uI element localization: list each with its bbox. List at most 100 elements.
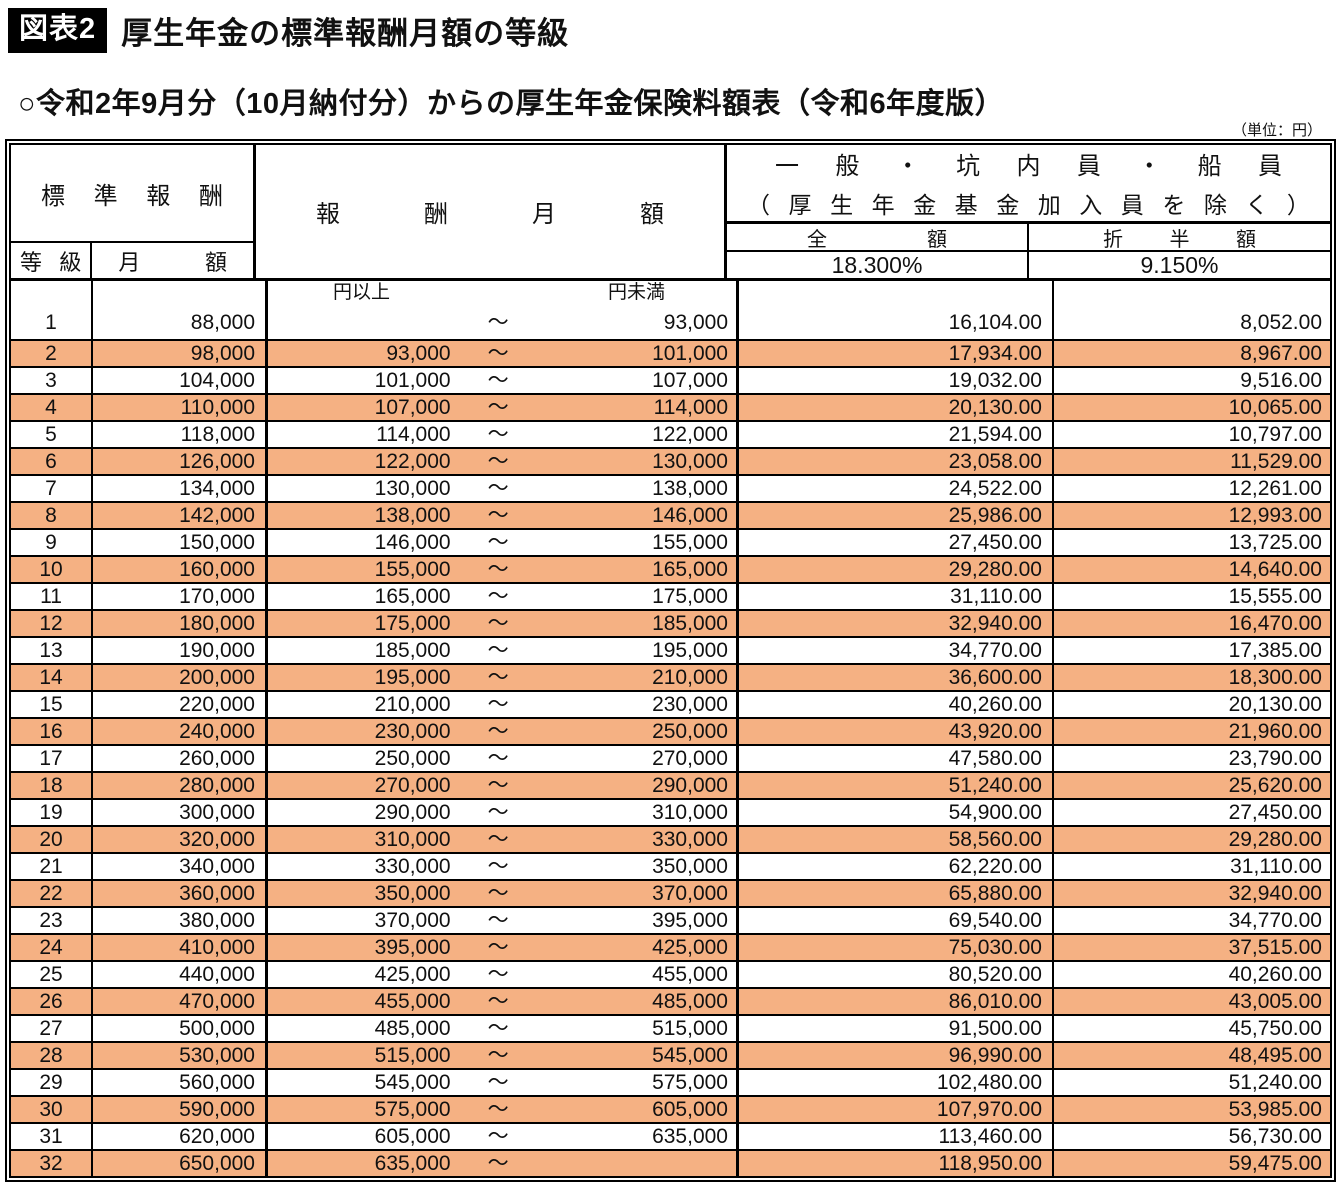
grade-cell: 5	[45, 423, 57, 446]
range-max-cell: 370,000	[652, 882, 728, 905]
grade-cell: 18	[39, 774, 63, 797]
remuneration-range-cell: 130,000 ～ 138,000	[265, 476, 736, 501]
table-row: 32 650,000 635,000 ～ 118,950.00 59,475.0…	[11, 1149, 1330, 1176]
remuneration-range-cell: 350,000 ～ 370,000	[265, 881, 736, 906]
table-rows: 2 98,000 93,000 ～ 101,000 17,934.00 8,96…	[11, 339, 1330, 1176]
table-row: 23 380,000 370,000 ～ 395,000 69,540.00 3…	[11, 906, 1330, 933]
half-amount-cell: 21,960.00	[1052, 719, 1330, 744]
half-amount-cell: 20,130.00	[1052, 692, 1330, 717]
range-min-cell: 270,000	[374, 774, 451, 797]
full-amount-cell: 19,032.00	[736, 368, 1052, 393]
grade-cell: 32	[39, 1152, 63, 1175]
monthly-amount-cell: 300,000	[91, 800, 265, 825]
half-amount-cell: 45,750.00	[1052, 1016, 1330, 1041]
half-amount-cell: 25,620.00	[1052, 773, 1330, 798]
tilde-separator: ～	[487, 1044, 509, 1067]
half-amount-cell: 56,730.00	[1052, 1124, 1330, 1149]
grade-cell: 31	[39, 1125, 63, 1148]
table-row: 19 300,000 290,000 ～ 310,000 54,900.00 2…	[11, 798, 1330, 825]
yen-less-than-label: 円未満	[607, 282, 665, 303]
monthly-amount-cell: 590,000	[91, 1097, 265, 1122]
monthly-amount-cell: 220,000	[91, 692, 265, 717]
table-row: 26 470,000 455,000 ～ 485,000 86,010.00 4…	[11, 987, 1330, 1014]
tilde-separator: ～	[487, 342, 509, 365]
half-amount-cell: 37,515.00	[1052, 935, 1330, 960]
remuneration-range-cell: 575,000 ～ 605,000	[265, 1097, 736, 1122]
grade-cell: 27	[39, 1017, 63, 1040]
header-insured-group-line2: （厚生年金基金加入員を除く）	[747, 192, 1310, 218]
remuneration-range-cell: 195,000 ～ 210,000	[265, 665, 736, 690]
monthly-amount-cell: 380,000	[91, 908, 265, 933]
table-row: 25 440,000 425,000 ～ 455,000 80,520.00 4…	[11, 960, 1330, 987]
full-amount-cell: 24,522.00	[736, 476, 1052, 501]
half-amount-cell: 51,240.00	[1052, 1070, 1330, 1095]
tilde-separator: ～	[487, 369, 509, 392]
tilde-separator: ～	[487, 311, 509, 334]
tilde-separator: ～	[487, 1125, 509, 1148]
range-min-cell: 250,000	[374, 747, 451, 770]
range-max-cell: 138,000	[652, 477, 728, 500]
range-max-cell: 485,000	[652, 990, 728, 1013]
header-standard-remuneration: 標準報酬	[11, 145, 253, 243]
half-amount-cell: 10,065.00	[1052, 395, 1330, 420]
remuneration-range-cell: 485,000 ～ 515,000	[265, 1016, 736, 1041]
monthly-amount-cell: 360,000	[91, 881, 265, 906]
tilde-separator: ～	[487, 396, 509, 419]
remuneration-range-cell: 370,000 ～ 395,000	[265, 908, 736, 933]
remuneration-range-cell: 635,000 ～	[265, 1151, 736, 1176]
title-row: 図表2 厚生年金の標準報酬月額の等級	[0, 0, 1340, 53]
range-min-cell: 195,000	[374, 666, 451, 689]
range-min-cell: 370,000	[374, 909, 451, 932]
range-min-cell: 545,000	[374, 1071, 451, 1094]
yen-or-more-label: 円以上	[332, 282, 390, 303]
monthly-amount-cell: 126,000	[91, 449, 265, 474]
header-full-rate: 18.300%	[831, 252, 923, 278]
remuneration-range-cell: 455,000 ～ 485,000	[265, 989, 736, 1014]
tilde-separator: ～	[487, 855, 509, 878]
monthly-amount-cell: 150,000	[91, 530, 265, 555]
remuneration-range-cell: 545,000 ～ 575,000	[265, 1070, 736, 1095]
tilde-separator: ～	[487, 612, 509, 635]
monthly-amount-cell: 88,000	[91, 281, 265, 339]
table-row: 10 160,000 155,000 ～ 165,000 29,280.00 1…	[11, 555, 1330, 582]
monthly-amount-cell: 160,000	[91, 557, 265, 582]
tilde-separator: ～	[487, 990, 509, 1013]
remuneration-range-cell: 210,000 ～ 230,000	[265, 692, 736, 717]
half-amount-cell: 11,529.00	[1052, 449, 1330, 474]
table-row: 7 134,000 130,000 ～ 138,000 24,522.00 12…	[11, 474, 1330, 501]
range-max-cell: 175,000	[652, 585, 728, 608]
tilde-separator: ～	[487, 909, 509, 932]
full-amount-cell: 25,986.00	[736, 503, 1052, 528]
table-row: 5 118,000 114,000 ～ 122,000 21,594.00 10…	[11, 420, 1330, 447]
full-amount-cell: 107,970.00	[736, 1097, 1052, 1122]
table-row: 16 240,000 230,000 ～ 250,000 43,920.00 2…	[11, 717, 1330, 744]
grade-cell: 16	[39, 720, 63, 743]
range-max-cell: 107,000	[652, 369, 728, 392]
full-amount-cell: 43,920.00	[736, 719, 1052, 744]
range-max-cell: 515,000	[652, 1017, 728, 1040]
remuneration-range-cell: 138,000 ～ 146,000	[265, 503, 736, 528]
monthly-amount-cell: 340,000	[91, 854, 265, 879]
half-amount-cell: 14,640.00	[1052, 557, 1330, 582]
tilde-separator: ～	[487, 720, 509, 743]
unit-label-spacer	[455, 281, 540, 304]
monthly-amount-cell: 620,000	[91, 1124, 265, 1149]
tilde-separator: ～	[487, 666, 509, 689]
remuneration-range-cell: 155,000 ～ 165,000	[265, 557, 736, 582]
range-min-cell: 101,000	[374, 369, 451, 392]
range-min-cell: 330,000	[374, 855, 451, 878]
range-max-cell: 146,000	[652, 504, 728, 527]
header-grade: 等級	[20, 249, 82, 275]
remuneration-range-cell: 93,000 ～ 101,000	[265, 341, 736, 366]
full-amount-cell: 118,950.00	[736, 1151, 1052, 1176]
remuneration-range-cell: 230,000 ～ 250,000	[265, 719, 736, 744]
table-row: 17 260,000 250,000 ～ 270,000 47,580.00 2…	[11, 744, 1330, 771]
table-row: 3 104,000 101,000 ～ 107,000 19,032.00 9,…	[11, 366, 1330, 393]
tilde-separator: ～	[487, 1098, 509, 1121]
page-title: 厚生年金の標準報酬月額の等級	[121, 16, 570, 51]
table-row: 6 126,000 122,000 ～ 130,000 23,058.00 11…	[11, 447, 1330, 474]
tilde-separator: ～	[487, 936, 509, 959]
range-max-cell: 130,000	[652, 450, 728, 473]
grade-cell: 12	[39, 612, 63, 635]
header-insured-group-line1: 一般・坑内員・船員	[775, 153, 1282, 180]
